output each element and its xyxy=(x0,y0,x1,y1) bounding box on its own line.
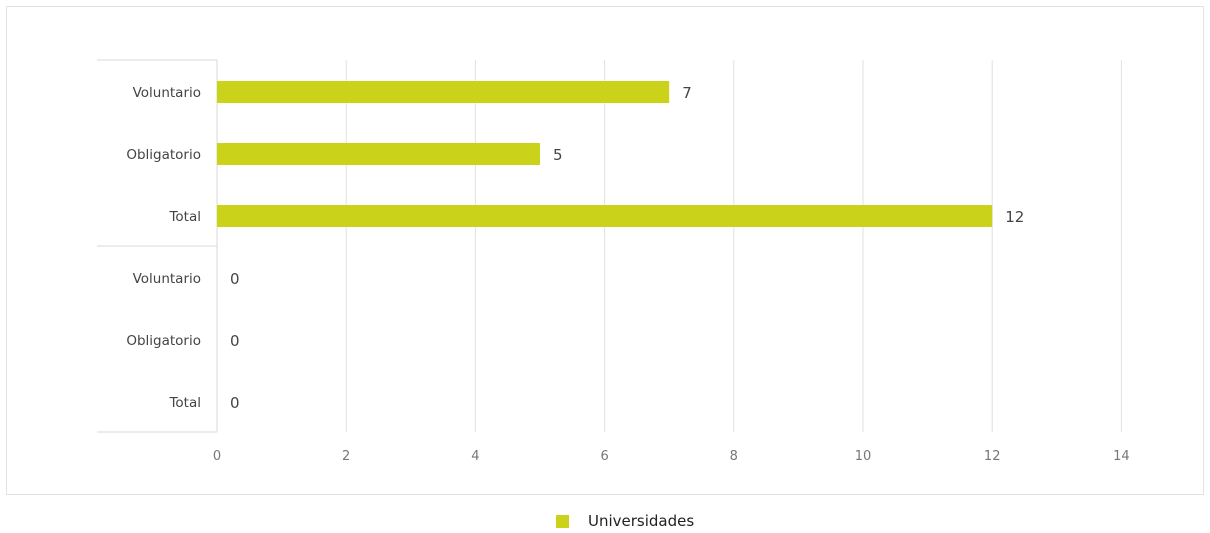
category-label: Voluntario xyxy=(133,85,201,101)
legend: Universidades xyxy=(556,512,694,530)
category-label: Total xyxy=(168,209,201,225)
data-label: 7 xyxy=(682,84,692,102)
x-tick-label: 4 xyxy=(471,449,479,464)
data-label: 0 xyxy=(230,332,240,350)
legend-label: Universidades xyxy=(588,512,695,530)
bar xyxy=(217,81,670,103)
data-label: 5 xyxy=(553,146,563,164)
x-tick-label: 14 xyxy=(1113,449,1130,464)
category-label: Obligatorio xyxy=(126,333,201,349)
data-label: 12 xyxy=(1005,208,1024,226)
bar-chart: 0 2 4 6 8 10 12 14 Voluntario 7 Obligatorio 5 Total 1… xyxy=(97,59,1130,464)
x-tick-label: 12 xyxy=(984,449,1001,464)
data-label: 0 xyxy=(230,270,240,288)
data-label: 0 xyxy=(230,394,240,412)
category-label: Obligatorio xyxy=(126,147,201,163)
bar xyxy=(217,205,993,227)
category-label: Total xyxy=(168,395,201,411)
category-label: Voluntario xyxy=(133,271,201,287)
x-tick-label: 0 xyxy=(213,449,221,464)
x-tick-label: 2 xyxy=(342,449,350,464)
x-tick-label: 6 xyxy=(600,449,608,464)
x-tick-label: 8 xyxy=(730,449,738,464)
legend-swatch xyxy=(556,514,569,528)
x-tick-label: 10 xyxy=(855,449,872,464)
bar xyxy=(217,143,540,165)
